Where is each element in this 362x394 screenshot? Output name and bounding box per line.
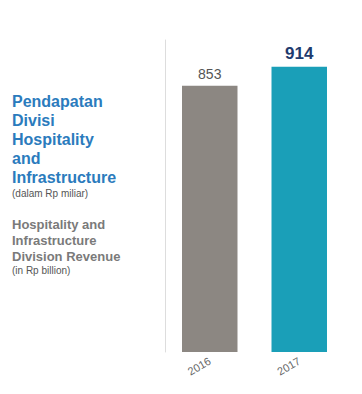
svg-text:914: 914 bbox=[285, 44, 314, 63]
svg-text:(dalam Rp miliar): (dalam Rp miliar) bbox=[12, 188, 88, 199]
svg-text:Hospitality and: Hospitality and bbox=[12, 217, 105, 232]
svg-text:Pendapatan: Pendapatan bbox=[12, 93, 103, 110]
svg-text:2017: 2017 bbox=[275, 355, 302, 378]
svg-text:Divisi: Divisi bbox=[12, 112, 55, 129]
svg-text:2016: 2016 bbox=[186, 355, 213, 378]
svg-text:Division Revenue: Division Revenue bbox=[12, 249, 120, 264]
svg-text:853: 853 bbox=[198, 66, 222, 82]
svg-text:Hospitality: Hospitality bbox=[12, 131, 94, 148]
svg-text:Infrastructure: Infrastructure bbox=[12, 169, 116, 186]
svg-text:and: and bbox=[12, 150, 40, 167]
svg-text:(in Rp billion): (in Rp billion) bbox=[12, 265, 70, 276]
svg-text:Infrastructure: Infrastructure bbox=[12, 233, 97, 248]
